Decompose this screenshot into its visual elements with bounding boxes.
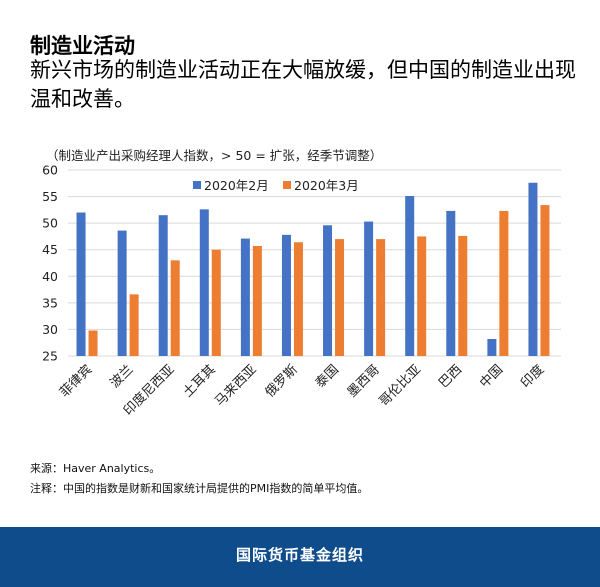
bar-mar [252,245,262,356]
bar-feb [446,210,456,356]
bar-mar [88,330,98,356]
bar-feb [323,225,333,356]
bar-feb [281,234,291,356]
source-note: 来源：Haver Analytics。 [30,462,161,475]
y-tick-label: 60 [42,163,58,178]
legend-label: 2020年3月 [294,178,359,193]
y-tick-label: 40 [42,269,58,284]
y-tick-label: 30 [42,322,58,337]
chart-subtitle: 新兴市场的制造业活动正在大幅放缓，但中国的制造业出现温和改善。 [30,58,576,111]
bar-feb [487,338,497,356]
bar-mar [211,249,221,356]
x-tick-label: 中国 [477,362,506,391]
bar-mar [499,210,509,356]
y-tick-label: 50 [42,216,58,231]
y-tick-label: 55 [42,189,58,204]
bar-mar [293,242,303,356]
x-tick-label: 马来西亚 [212,362,259,409]
bar-feb [158,215,168,356]
bar-feb [364,221,374,356]
legend-swatch [193,181,201,189]
x-tick-label: 巴西 [436,362,465,391]
footer-org: 国际货币基金组织 [0,527,600,587]
bar-mar [540,205,550,356]
bar-feb [117,230,127,356]
legend-swatch [283,181,291,189]
footnote: 注释：中国的指数是财新和国家统计局提供的PMI指数的简单平均值。 [30,482,369,495]
x-tick-label: 俄罗斯 [263,362,301,400]
bar-feb [199,209,209,356]
bar-feb [528,182,538,356]
x-tick-label: 泰国 [313,362,342,391]
y-tick-label: 35 [42,295,58,310]
y-tick-label: 45 [42,242,58,257]
chart-note: （制造业产出采购经理人指数，> 50 = 扩张，经季节调整） [46,148,383,163]
x-tick-label: 波兰 [107,362,136,391]
bar-feb [76,212,86,356]
x-tick-label: 菲律宾 [56,362,95,401]
x-tick-label: 印度 [518,362,548,392]
bar-feb [240,238,250,356]
bar-mar [129,294,139,356]
legend-label: 2020年2月 [204,178,269,193]
y-tick-label: 25 [42,349,58,364]
x-tick-label: 哥伦比亚 [377,362,424,409]
bar-mar [458,235,468,356]
bar-mar [376,239,386,356]
x-tick-label: 土耳其 [180,362,218,400]
bar-mar [417,236,427,356]
x-tick-label: 墨西哥 [345,362,383,400]
chart-title: 制造业活动 [30,34,135,58]
bar-feb [405,196,415,356]
bar-mar [335,239,345,356]
bar-mar [170,260,180,356]
